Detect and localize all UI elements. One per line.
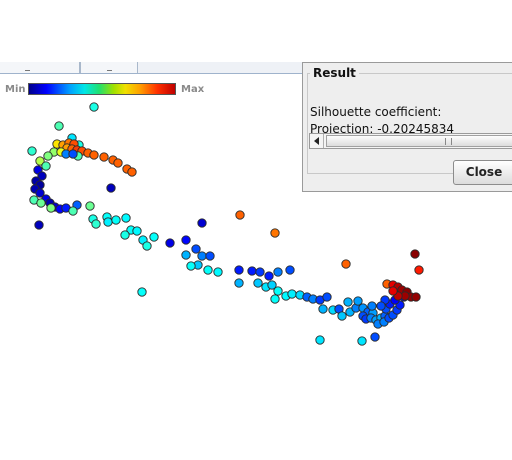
scatter-point-0: [89, 102, 99, 112]
scatter-point-84: [270, 294, 280, 304]
scatter-point-67: [205, 251, 215, 261]
scatter-point-93: [341, 259, 351, 269]
scatter-point-134: [414, 265, 424, 275]
scatter-point-121: [367, 301, 377, 311]
scatter-point-21: [43, 151, 53, 161]
scatter-point-72: [234, 265, 244, 275]
scatter-point-74: [247, 266, 257, 276]
scatter-point-1: [54, 121, 64, 131]
scatter-point-27: [41, 161, 51, 171]
tab-2-marker: [107, 70, 112, 71]
scatter-point-69: [186, 261, 196, 271]
scatter-point-52: [121, 213, 131, 223]
scatter-point-82: [273, 286, 283, 296]
scatter-point-71: [213, 267, 223, 277]
scatter-point-92: [137, 287, 147, 297]
scatter-point-55: [120, 230, 130, 240]
scatter-point-99: [343, 297, 353, 307]
color-gradient-bar: [28, 83, 176, 95]
scatter-point-26: [35, 156, 45, 166]
scatter-point-73: [234, 278, 244, 288]
scatter-point-56: [149, 232, 159, 242]
scatter-point-46: [34, 220, 44, 230]
scatter-point-131: [388, 286, 398, 296]
scatter-point-59: [165, 238, 175, 248]
projection-value: Projection: -0.20245834: [310, 122, 455, 136]
scatter-point-58: [142, 241, 152, 251]
scatter-point-54: [132, 226, 142, 236]
scatter-point-45: [106, 183, 116, 193]
scatter-point-51: [111, 215, 121, 225]
scroll-left-icon[interactable]: [310, 134, 324, 148]
scatter-point-64: [191, 244, 201, 254]
silhouette-label: Silhouette coefficient:: [310, 105, 442, 119]
scatter-point-135: [315, 335, 325, 345]
scatter-point-75: [255, 267, 265, 277]
scatter-point-14: [99, 152, 109, 162]
scatter-point-13: [89, 150, 99, 160]
scatter-point-78: [285, 265, 295, 275]
scatter-point-70: [203, 265, 213, 275]
scatter-point-137: [370, 332, 380, 342]
scatter-point-29: [37, 171, 47, 181]
thumb-grip-icon: [445, 138, 452, 145]
tab-2[interactable]: [80, 62, 138, 73]
tab-1[interactable]: [0, 62, 80, 73]
scatter-point-25: [27, 146, 37, 156]
scatter-point-90: [322, 292, 332, 302]
scatter-point-50: [103, 217, 113, 227]
scatter-point-132: [411, 292, 421, 302]
scatter-point-43: [68, 206, 78, 216]
scatter-point-76: [264, 271, 274, 281]
scatter-point-85: [287, 289, 297, 299]
close-button[interactable]: Close: [453, 160, 512, 185]
scatter-point-42: [46, 203, 56, 213]
scatter-point-79: [253, 278, 263, 288]
scatter-point-77: [273, 267, 283, 277]
result-dialog: Result Silhouette coefficient: Projectio…: [302, 62, 512, 192]
scrollbar-thumb[interactable]: [326, 135, 512, 147]
scatter-point-63: [270, 228, 280, 238]
horizontal-scrollbar[interactable]: [309, 133, 512, 149]
scatter-point-44: [85, 201, 95, 211]
scatter-point-48: [91, 219, 101, 229]
scatter-point-18: [127, 167, 137, 177]
scatter-point-60: [181, 235, 191, 245]
legend-min-label: Min: [5, 84, 26, 95]
scatter-point-41: [36, 198, 46, 208]
scatter-point-133: [410, 249, 420, 259]
result-group-title: Result: [313, 66, 356, 80]
scatter-point-120: [376, 301, 386, 311]
scatter-point-96: [337, 311, 347, 321]
scatter-point-24: [68, 149, 78, 159]
scatter-point-62: [235, 210, 245, 220]
legend-max-label: Max: [181, 84, 205, 95]
result-group: Result Silhouette coefficient: Projectio…: [307, 66, 512, 174]
scatter-point-100: [353, 296, 363, 306]
color-scale-legend: Min Max: [0, 82, 240, 98]
scatter-point-81: [267, 280, 277, 290]
tab-strip: [0, 62, 304, 74]
scatter-point-136: [357, 336, 367, 346]
scatter-point-33: [35, 188, 45, 198]
scatter-point-16: [113, 158, 123, 168]
scatter-point-66: [197, 251, 207, 261]
scatter-point-65: [181, 250, 191, 260]
tab-1-marker: [25, 70, 30, 71]
scatter-point-61: [197, 218, 207, 228]
scatter-point-91: [318, 304, 328, 314]
